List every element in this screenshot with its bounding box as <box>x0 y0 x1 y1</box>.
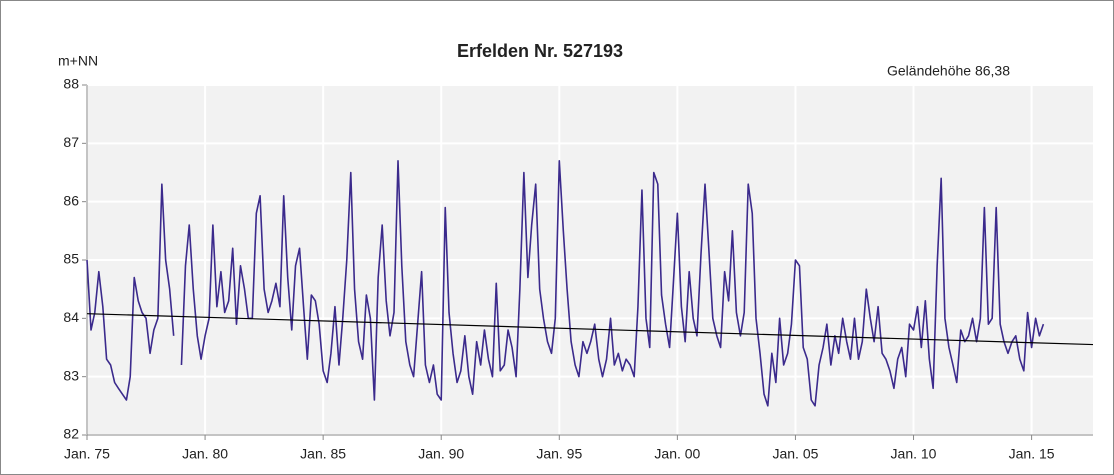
y-tick-label: 88 <box>63 76 79 92</box>
chart-title: Erfelden Nr. 527193 <box>457 41 623 61</box>
x-tick-label: Jan. 75 <box>64 446 110 462</box>
x-tick-label: Jan. 05 <box>772 446 818 462</box>
y-tick-label: 83 <box>63 367 79 383</box>
y-axis-label: m+NN <box>58 53 98 69</box>
y-tick-label: 86 <box>63 192 79 208</box>
x-tick-label: Jan. 00 <box>654 446 700 462</box>
series-line <box>86 313 1094 346</box>
series-line <box>86 160 1045 407</box>
y-tick-label: 85 <box>63 251 79 267</box>
x-tick-label: Jan. 85 <box>300 446 346 462</box>
x-tick-label: Jan. 80 <box>182 446 228 462</box>
x-tick-label: Jan. 90 <box>418 446 464 462</box>
x-tick-label: Jan. 10 <box>891 446 937 462</box>
y-tick-label: 84 <box>63 309 79 325</box>
x-tick-label: Jan. 95 <box>536 446 582 462</box>
annotation: Geländehöhe 86,38 <box>887 63 1010 79</box>
y-tick-label: 82 <box>63 426 79 442</box>
x-tick-label: Jan. 15 <box>1009 446 1055 462</box>
y-tick-label: 87 <box>63 134 79 150</box>
